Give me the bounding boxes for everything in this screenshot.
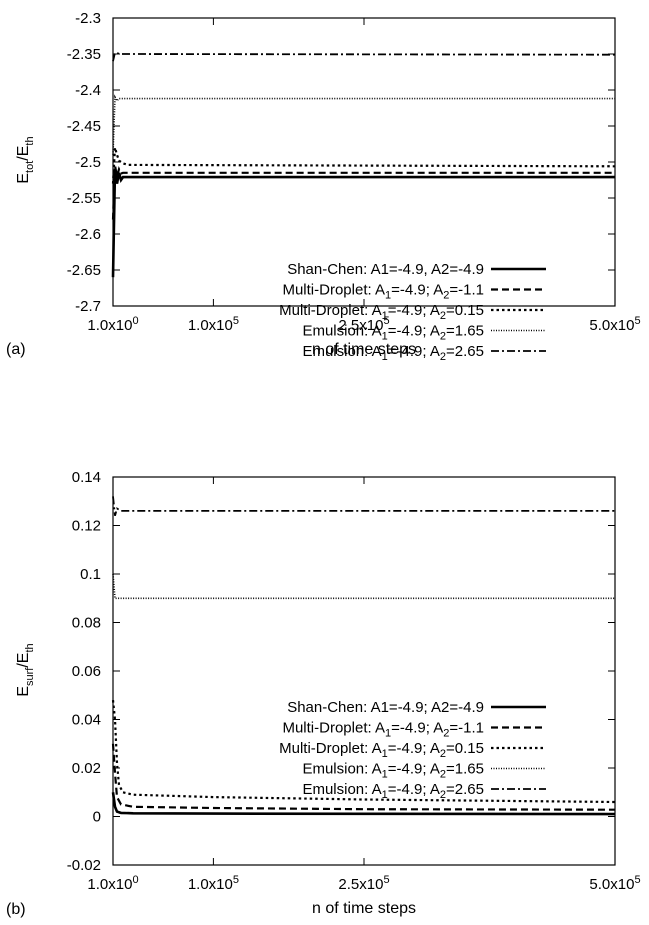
y-tick-label: -2.35 xyxy=(67,46,101,63)
legend-label: Multi-Droplet: A1=-4.9; A2=0.15 xyxy=(279,302,484,322)
x-tick-label: 1.0x105 xyxy=(188,315,239,334)
panel-label: (a) xyxy=(6,341,26,358)
y-tick-label: 0.12 xyxy=(72,518,101,535)
legend-label: Multi-Droplet: A1=-4.9; A2=-1.1 xyxy=(282,282,484,302)
y-tick-label: -2.7 xyxy=(75,298,101,315)
series-line-4 xyxy=(112,94,615,155)
legend-label: Emulsion: A1=-4.9; A2=2.65 xyxy=(302,343,484,363)
x-axis-label: n of time steps xyxy=(312,900,416,917)
series-line-4 xyxy=(112,573,615,600)
y-tick-label: -2.6 xyxy=(75,226,101,243)
panel-label: (b) xyxy=(6,901,26,918)
series-line-1 xyxy=(111,792,616,816)
x-axis-label: n of time steps xyxy=(312,341,416,358)
y-tick-label: -2.65 xyxy=(67,262,101,279)
legend-label: Multi-Droplet: A1=-4.9; A2=-1.1 xyxy=(282,720,484,740)
x-tick-label: 1.0x100 xyxy=(87,874,138,893)
y-tick-label: 0.14 xyxy=(72,469,101,486)
x-tick-label: 5.0x105 xyxy=(589,315,640,334)
x-tick-label: 1.0x100 xyxy=(87,315,138,334)
y-tick-label: 0.02 xyxy=(72,760,101,777)
y-tick-label: 0.06 xyxy=(72,663,101,680)
y-axis-label: Etot/Eth xyxy=(15,136,36,183)
legend-label: Shan-Chen: A1=-4.9; A2=-4.9 xyxy=(287,699,484,716)
legend-label: Emulsion: A1=-4.9; A2=2.65 xyxy=(302,781,484,801)
legend-label: Multi-Droplet: A1=-4.9; A2=0.15 xyxy=(279,740,484,760)
y-tick-label: 0 xyxy=(93,809,101,826)
y-tick-label: -2.4 xyxy=(75,82,101,99)
legend: Shan-Chen: A1=-4.9, A2=-4.9 Multi-Droplet… xyxy=(279,261,546,363)
y-tick-label: -2.55 xyxy=(67,190,101,207)
chart-panel-a: -2.7 -2.65 -2.6 -2.55 -2.5 -2.45 -2.4 -2.35 -2.3… xyxy=(6,10,641,363)
plot-frame xyxy=(112,476,616,866)
y-tick-label: -0.02 xyxy=(67,857,101,874)
series-line-3 xyxy=(111,147,616,184)
x-tick-label: 2.5x105 xyxy=(338,315,389,334)
x-tick-label: 5.0x105 xyxy=(589,874,640,893)
y-tick-label: -2.5 xyxy=(75,154,101,171)
y-tick-label: 0.04 xyxy=(72,712,101,729)
y-tick-label: 0.1 xyxy=(80,566,101,583)
y-axis-label: Esurf/Eth xyxy=(15,643,36,696)
y-tick-label: -2.3 xyxy=(75,10,101,27)
x-tick-label: 2.5x105 xyxy=(338,874,389,893)
series-line-5 xyxy=(112,51,616,62)
chart-panel-b: -0.02 0 0.02 0.04 0.06 0.08 0.1 0.12 0.14 1.0x100… xyxy=(6,469,641,918)
y-tick-label: -2.45 xyxy=(67,118,101,135)
legend-label: Emulsion: A1=-4.9; A2=1.65 xyxy=(302,761,484,781)
series-line-2 xyxy=(111,743,616,811)
legend-label: Emulsion: A1=-4.9; A2=1.65 xyxy=(302,323,484,343)
series-line-5 xyxy=(112,496,615,517)
y-tick-label: 0.08 xyxy=(72,615,101,632)
x-tick-label: 1.0x105 xyxy=(188,874,239,893)
series-line-3 xyxy=(111,699,616,804)
legend: Shan-Chen: A1=-4.9; A2=-4.9 Multi-Droplet… xyxy=(279,699,546,801)
legend-label: Shan-Chen: A1=-4.9, A2=-4.9 xyxy=(287,261,484,278)
series-line-2 xyxy=(111,165,615,220)
